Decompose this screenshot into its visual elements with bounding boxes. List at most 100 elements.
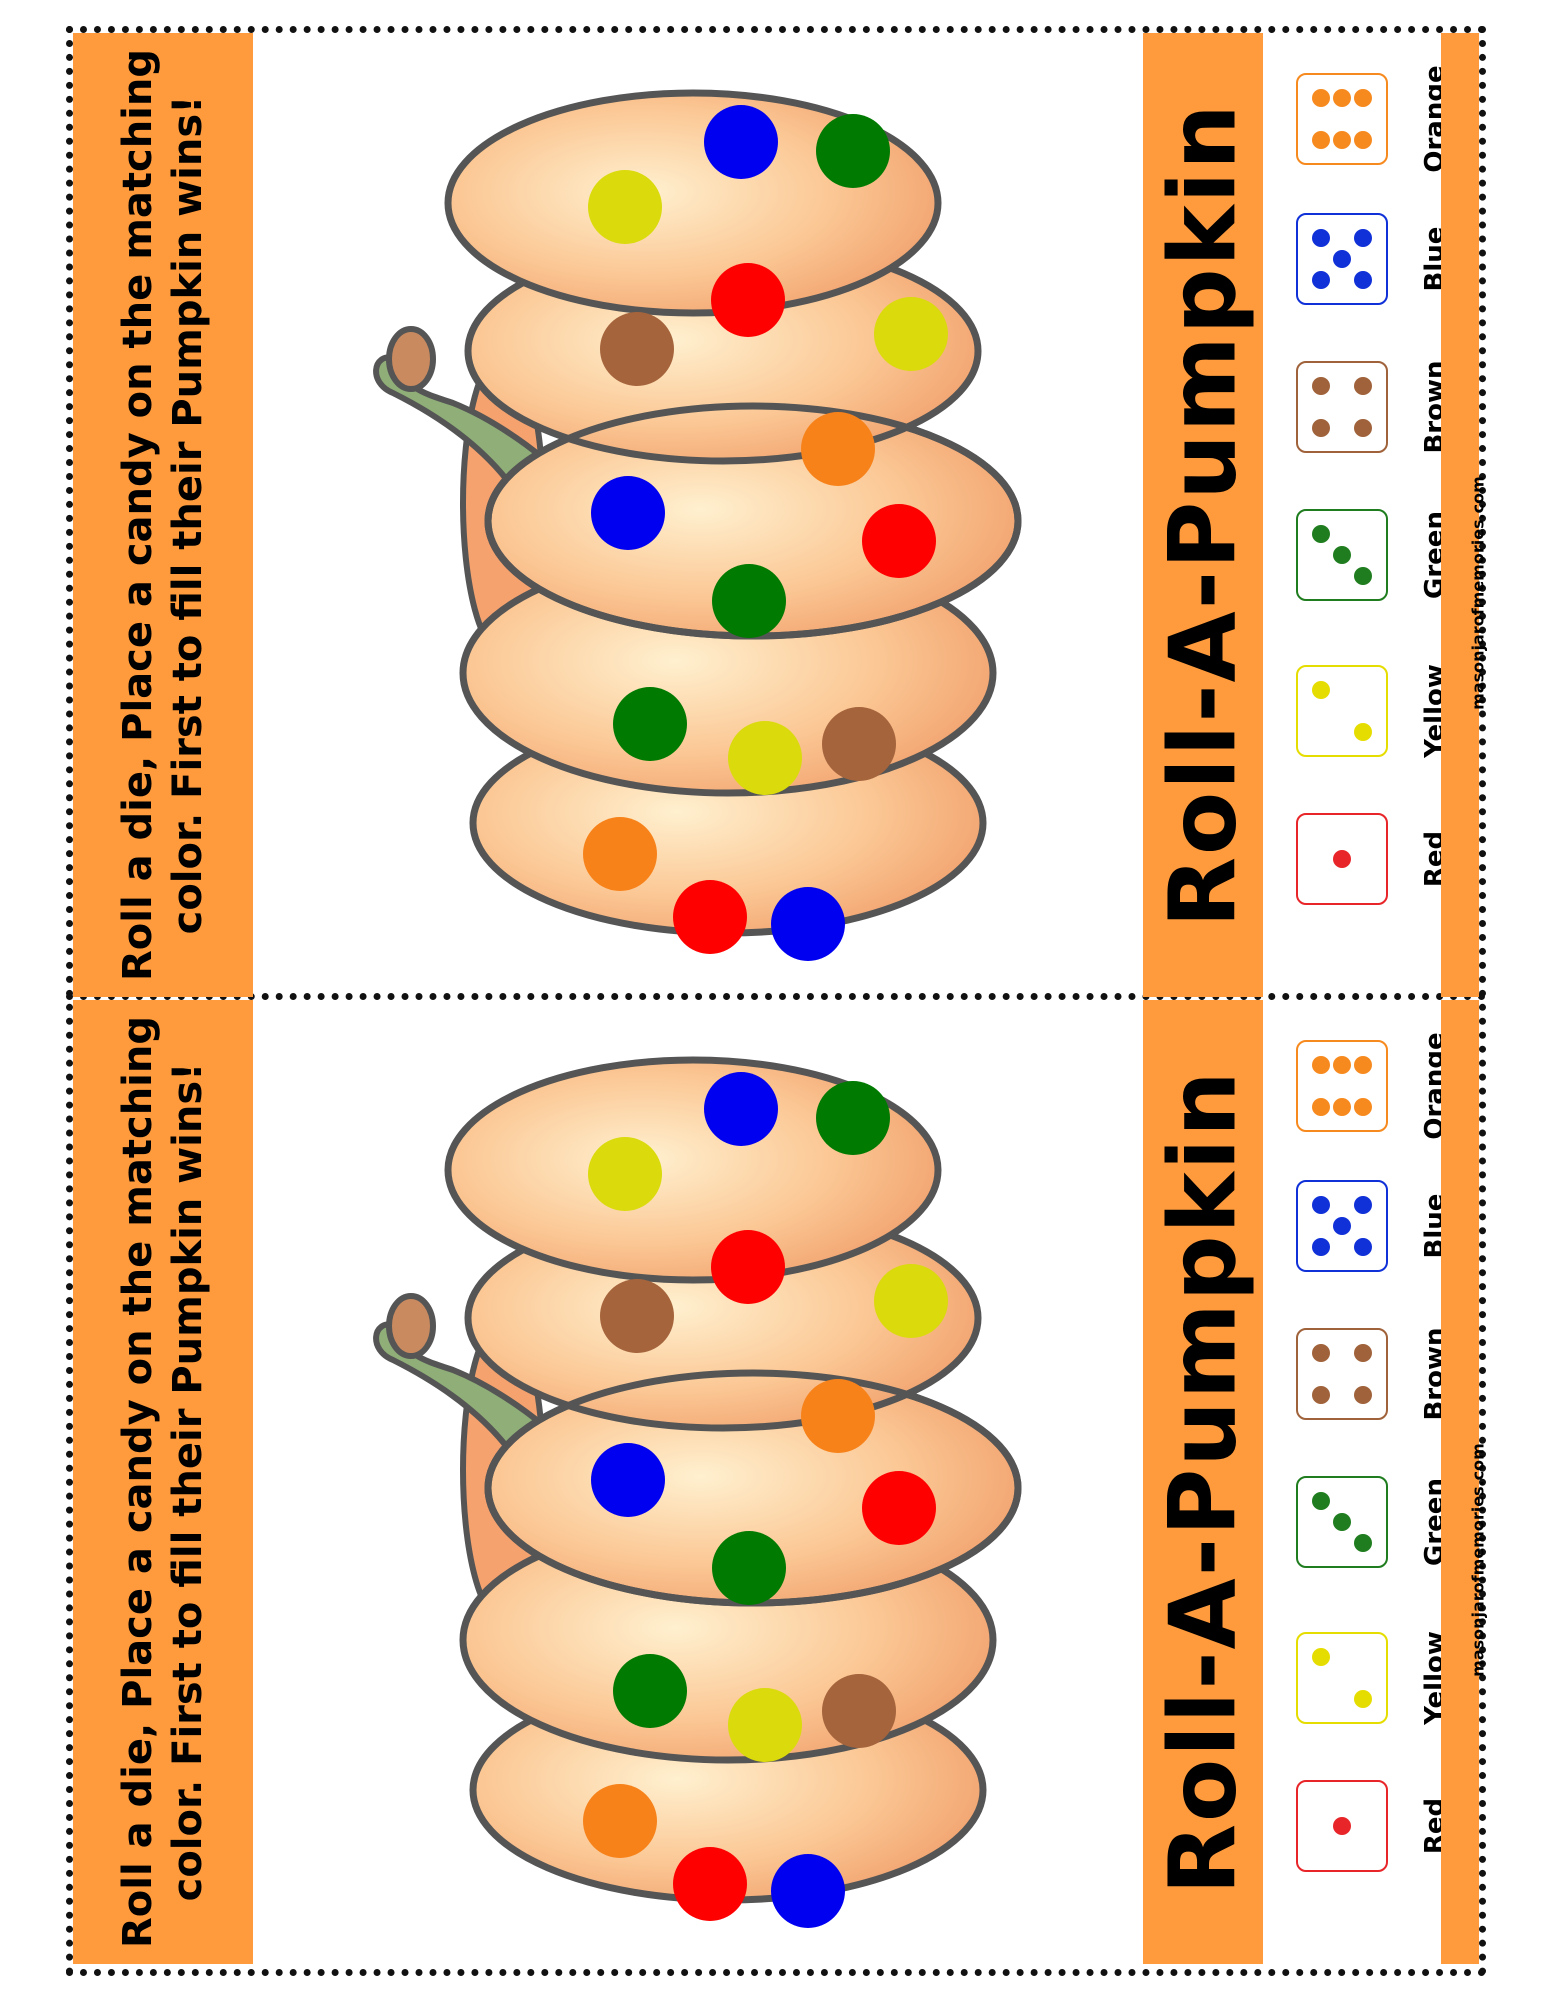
- die-pip: [1312, 525, 1330, 543]
- candy-spot-green: [712, 564, 786, 638]
- candy-spot-red: [862, 1471, 936, 1545]
- die-pip: [1333, 89, 1351, 107]
- die-pip: [1354, 419, 1372, 437]
- candy-spot-red: [673, 1847, 747, 1921]
- die-blue: [1296, 1180, 1388, 1272]
- die-pip: [1312, 131, 1330, 149]
- website-label: masonjarofmemories.com: [1469, 343, 1488, 843]
- die-green: [1296, 509, 1388, 601]
- candy-spot-yellow: [874, 1264, 948, 1338]
- die-pip: [1333, 1098, 1351, 1116]
- die-pip: [1333, 850, 1351, 868]
- candy-spot-red: [711, 1230, 785, 1304]
- candy-spot-yellow: [874, 297, 948, 371]
- die-pip: [1312, 377, 1330, 395]
- die-red: [1296, 813, 1388, 905]
- die-pip: [1354, 271, 1372, 289]
- die-orange: [1296, 73, 1388, 165]
- pumpkin-board: [253, 1000, 1143, 1964]
- candy-spot-red: [673, 880, 747, 954]
- die-green: [1296, 1476, 1388, 1568]
- instructions-text: Roll a die, Place a candy on the matchin…: [113, 45, 213, 985]
- die-pip: [1312, 1056, 1330, 1074]
- die-pip: [1333, 250, 1351, 268]
- die-pip: [1354, 131, 1372, 149]
- die-pip: [1312, 89, 1330, 107]
- pumpkin-stem-top: [389, 329, 433, 389]
- die-pip: [1354, 567, 1372, 585]
- die-brown: [1296, 361, 1388, 453]
- die-pip: [1354, 1344, 1372, 1362]
- candy-spot-red: [711, 263, 785, 337]
- instructions-strip: Roll a die, Place a candy on the matchin…: [73, 1000, 253, 1964]
- game-card: Roll a die, Place a candy on the matchin…: [73, 33, 1479, 997]
- candy-spot-brown: [822, 1674, 896, 1748]
- die-pip: [1333, 1056, 1351, 1074]
- die-pip: [1354, 89, 1372, 107]
- candy-spot-brown: [600, 1279, 674, 1353]
- game-card: Roll a die, Place a candy on the matchin…: [73, 1000, 1479, 1964]
- candy-spot-green: [613, 687, 687, 761]
- pumpkin-board: [253, 33, 1143, 997]
- die-pip: [1333, 1513, 1351, 1531]
- die-pip: [1333, 1217, 1351, 1235]
- candy-spot-orange: [583, 1784, 657, 1858]
- die-red: [1296, 1780, 1388, 1872]
- die-pip: [1354, 723, 1372, 741]
- candy-spot-blue: [771, 887, 845, 961]
- candy-spot-yellow: [588, 170, 662, 244]
- instructions-text: Roll a die, Place a candy on the matchin…: [113, 1012, 213, 1952]
- die-orange: [1296, 1040, 1388, 1132]
- die-pip: [1312, 419, 1330, 437]
- die-pip: [1354, 1238, 1372, 1256]
- candy-spot-blue: [704, 1072, 778, 1146]
- candy-spot-orange: [583, 817, 657, 891]
- candy-spot-green: [613, 1654, 687, 1728]
- die-pip: [1354, 1098, 1372, 1116]
- website-label: masonjarofmemories.com: [1469, 1310, 1488, 1810]
- die-pip: [1333, 131, 1351, 149]
- dice-legend: Red Yellow Green Brown Blue Orange: [1263, 33, 1443, 997]
- die-brown: [1296, 1328, 1388, 1420]
- die-pip: [1354, 1690, 1372, 1708]
- candy-spot-green: [816, 114, 890, 188]
- die-pip: [1354, 1196, 1372, 1214]
- candy-spot-blue: [704, 105, 778, 179]
- die-pip: [1312, 271, 1330, 289]
- dice-legend: Red Yellow Green Brown Blue Orange: [1263, 1000, 1443, 1964]
- die-pip: [1312, 1344, 1330, 1362]
- candy-spot-blue: [771, 1854, 845, 1928]
- candy-spot-orange: [801, 412, 875, 486]
- candy-spot-green: [816, 1081, 890, 1155]
- candy-spot-brown: [822, 707, 896, 781]
- die-pip: [1333, 1817, 1351, 1835]
- die-pip: [1312, 1492, 1330, 1510]
- die-pip: [1354, 1534, 1372, 1552]
- die-pip: [1312, 229, 1330, 247]
- instructions-strip: Roll a die, Place a candy on the matchin…: [73, 33, 253, 997]
- pumpkin-stem-top: [389, 1296, 433, 1356]
- candy-spot-yellow: [588, 1137, 662, 1211]
- die-pip: [1312, 1386, 1330, 1404]
- candy-spot-yellow: [728, 1688, 802, 1762]
- die-blue: [1296, 213, 1388, 305]
- die-yellow: [1296, 665, 1388, 757]
- candy-spot-orange: [801, 1379, 875, 1453]
- die-pip: [1333, 546, 1351, 564]
- candy-spot-blue: [591, 1443, 665, 1517]
- candy-spot-green: [712, 1531, 786, 1605]
- die-pip: [1312, 1098, 1330, 1116]
- candy-spot-blue: [591, 476, 665, 550]
- die-pip: [1354, 1056, 1372, 1074]
- title-strip: Roll-A-Pumpkin: [1143, 33, 1263, 997]
- candy-spot-yellow: [728, 721, 802, 795]
- candy-spot-brown: [600, 312, 674, 386]
- die-yellow: [1296, 1632, 1388, 1724]
- die-pip: [1354, 229, 1372, 247]
- game-title: Roll-A-Pumpkin: [1150, 1002, 1257, 1962]
- die-pip: [1312, 1196, 1330, 1214]
- candy-spot-red: [862, 504, 936, 578]
- die-pip: [1354, 1386, 1372, 1404]
- die-pip: [1312, 1648, 1330, 1666]
